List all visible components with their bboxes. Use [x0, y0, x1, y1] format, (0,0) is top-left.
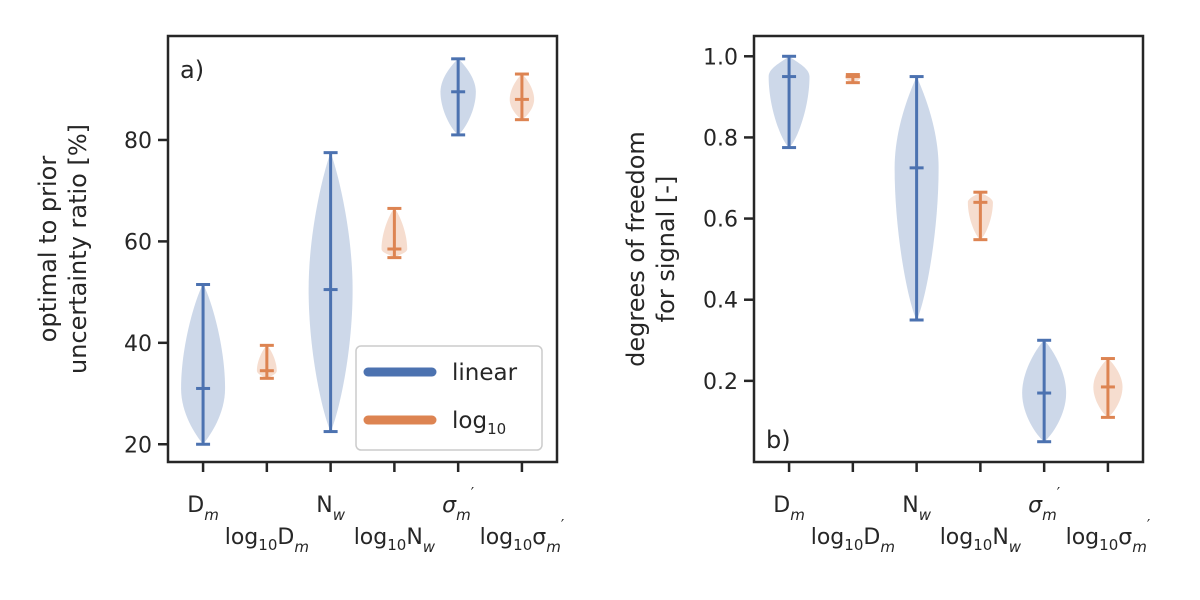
x-tick-sub: w	[919, 506, 932, 524]
x-tick-prefix-sub: 10	[973, 536, 992, 554]
x-tick-main: σ	[532, 525, 546, 550]
y-tick-label: 1.0	[703, 45, 738, 70]
x-tick-main: N	[316, 493, 332, 518]
panel-label: b)	[766, 426, 791, 454]
panel-b: 0.20.40.60.81.0Dmlog10DmNwlog10Nwσm′log1…	[622, 34, 1151, 556]
y-tick-label: 20	[124, 433, 152, 458]
x-tick-sub: m	[1042, 506, 1057, 524]
x-tick-prefix-sub: 10	[513, 536, 532, 554]
y-axis-label-line: uncertainty ratio [%]	[64, 124, 92, 374]
x-tick-main: D	[863, 525, 880, 550]
y-axis-label-line: for signal [-]	[652, 176, 680, 323]
x-tick-main: σ	[1118, 525, 1132, 550]
legend-label-text: log	[452, 408, 487, 434]
x-tick-label: σm′	[1028, 484, 1061, 524]
x-tick-prefix-sub: 10	[258, 536, 277, 554]
y-tick-label: 80	[124, 129, 152, 154]
x-tick-main: σ	[442, 493, 457, 518]
legend-label-linear: linear	[452, 360, 518, 386]
x-tick-main: N	[406, 525, 422, 550]
x-tick-sub: m	[546, 538, 561, 556]
x-tick-prefix: log	[940, 525, 974, 550]
y-tick-label: 0.6	[703, 208, 738, 233]
x-tick-main: D	[187, 493, 204, 518]
x-tick-label: log10Nw	[354, 525, 436, 556]
x-tick-label: log10Nw	[940, 525, 1022, 556]
y-tick-label: 0.2	[703, 370, 738, 395]
x-tick-main: N	[902, 493, 918, 518]
x-tick-prefix: log	[1066, 525, 1100, 550]
x-tick-prime: ′	[561, 516, 565, 534]
x-tick-label: Dm	[773, 493, 805, 524]
y-axis-label: optimal to prioruncertainty ratio [%]	[34, 124, 92, 374]
x-tick-sub: m	[790, 506, 805, 524]
axes-frame	[166, 34, 559, 464]
x-tick-main: N	[992, 525, 1008, 550]
x-tick-label: log10σm′	[1066, 516, 1151, 556]
x-tick-label: log10σm′	[480, 516, 565, 556]
x-tick-main: D	[773, 493, 790, 518]
legend-label-text: linear	[452, 360, 518, 386]
x-tick-prefix: log	[811, 525, 845, 550]
x-tick-prime: ′	[1057, 484, 1061, 502]
panel-label: a)	[180, 56, 204, 84]
x-tick-sub: w	[423, 538, 436, 556]
x-tick-sub: m	[456, 506, 471, 524]
x-tick-sub: m	[204, 506, 219, 524]
x-tick-prefix-sub: 10	[387, 536, 406, 554]
x-tick-main: D	[277, 525, 294, 550]
y-axis-label-line: degrees of freedom	[622, 131, 650, 367]
x-tick-prefix-sub: 10	[844, 536, 863, 554]
legend-label-log10: log10	[452, 408, 506, 438]
x-tick-label: σm′	[442, 484, 475, 524]
x-tick-prefix: log	[225, 525, 259, 550]
y-tick-label: 60	[124, 230, 152, 255]
x-tick-sub: m	[1132, 538, 1147, 556]
y-tick-label: 40	[124, 332, 152, 357]
x-tick-prime: ′	[1147, 516, 1151, 534]
panel-a: 20406080Dmlog10DmNwlog10Nwσm′log10σm′opt…	[34, 34, 565, 556]
x-tick-prefix: log	[354, 525, 388, 550]
x-tick-prefix: log	[480, 525, 514, 550]
y-tick-label: 0.8	[703, 126, 738, 151]
x-tick-main: σ	[1028, 493, 1043, 518]
y-axis-label: degrees of freedomfor signal [-]	[622, 131, 680, 367]
x-tick-sub: w	[1009, 538, 1022, 556]
y-tick-label: 0.4	[703, 289, 738, 314]
axes-frame	[752, 34, 1145, 464]
legend-label-sub: 10	[487, 420, 506, 438]
x-tick-prefix-sub: 10	[1099, 536, 1118, 554]
x-tick-label: log10Dm	[225, 525, 309, 556]
legend: linear log10	[355, 345, 543, 451]
x-tick-sub: m	[294, 538, 309, 556]
x-tick-label: Dm	[187, 493, 219, 524]
y-axis-label-line: optimal to prior	[34, 156, 62, 343]
x-tick-prime: ′	[471, 484, 475, 502]
x-tick-label: Nw	[316, 493, 345, 524]
x-tick-sub: w	[333, 506, 346, 524]
x-tick-label: Nw	[902, 493, 931, 524]
x-tick-label: log10Dm	[811, 525, 895, 556]
x-tick-sub: m	[880, 538, 895, 556]
